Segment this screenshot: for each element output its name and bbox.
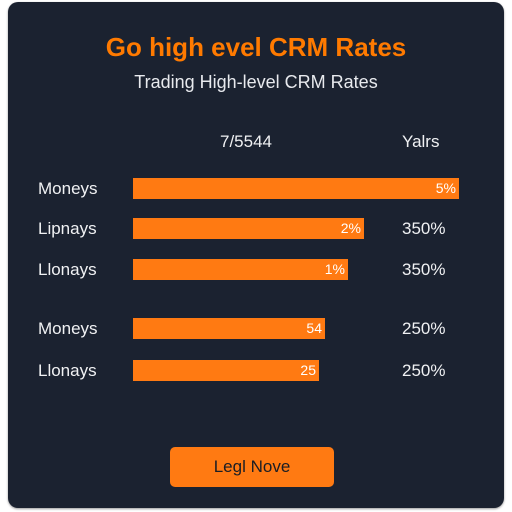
rate-row-label: Llonays xyxy=(38,260,97,279)
rate-bar-value: 25 xyxy=(300,362,316,378)
rate-row-right-value: 350% xyxy=(402,219,446,238)
rate-row-label: Moneys xyxy=(38,319,98,338)
column-header-right: Yalrs xyxy=(402,132,440,151)
rate-row: Llonays 1% 350% xyxy=(8,259,504,281)
rate-row: Moneys 5% xyxy=(8,178,504,200)
rate-bar-value: 1% xyxy=(324,261,345,277)
rate-row-label: Moneys xyxy=(38,179,98,198)
rate-row-label: Lipnays xyxy=(38,219,97,238)
rate-bar: 54 xyxy=(133,318,325,339)
rate-row: Lipnays 2% 350% xyxy=(8,218,504,240)
primary-action-button[interactable]: Legl Nove xyxy=(170,447,334,487)
rate-row-right-value: 250% xyxy=(402,361,446,380)
rates-card: Go high evel CRM Rates Trading High-leve… xyxy=(8,2,504,508)
rate-bar-value: 2% xyxy=(340,220,361,236)
rate-bar: 25 xyxy=(133,360,319,381)
rate-row-right-value: 350% xyxy=(402,260,446,279)
rate-bar-value: 5% xyxy=(435,180,456,196)
rate-bar: 5% xyxy=(133,178,459,199)
page-title: Go high evel CRM Rates xyxy=(105,32,407,62)
rate-bar-value: 54 xyxy=(306,320,322,336)
rate-row-right-value: 250% xyxy=(402,319,446,338)
rate-row-label: Llonays xyxy=(38,361,97,380)
rate-row: Moneys 54 250% xyxy=(8,318,504,340)
rate-bar: 1% xyxy=(133,259,348,280)
column-header-left: 7/5544 xyxy=(220,132,272,151)
rate-bar: 2% xyxy=(133,218,364,239)
page-subtitle: Trading High-level CRM Rates xyxy=(134,72,378,92)
rate-row: Llonays 25 250% xyxy=(8,360,504,382)
